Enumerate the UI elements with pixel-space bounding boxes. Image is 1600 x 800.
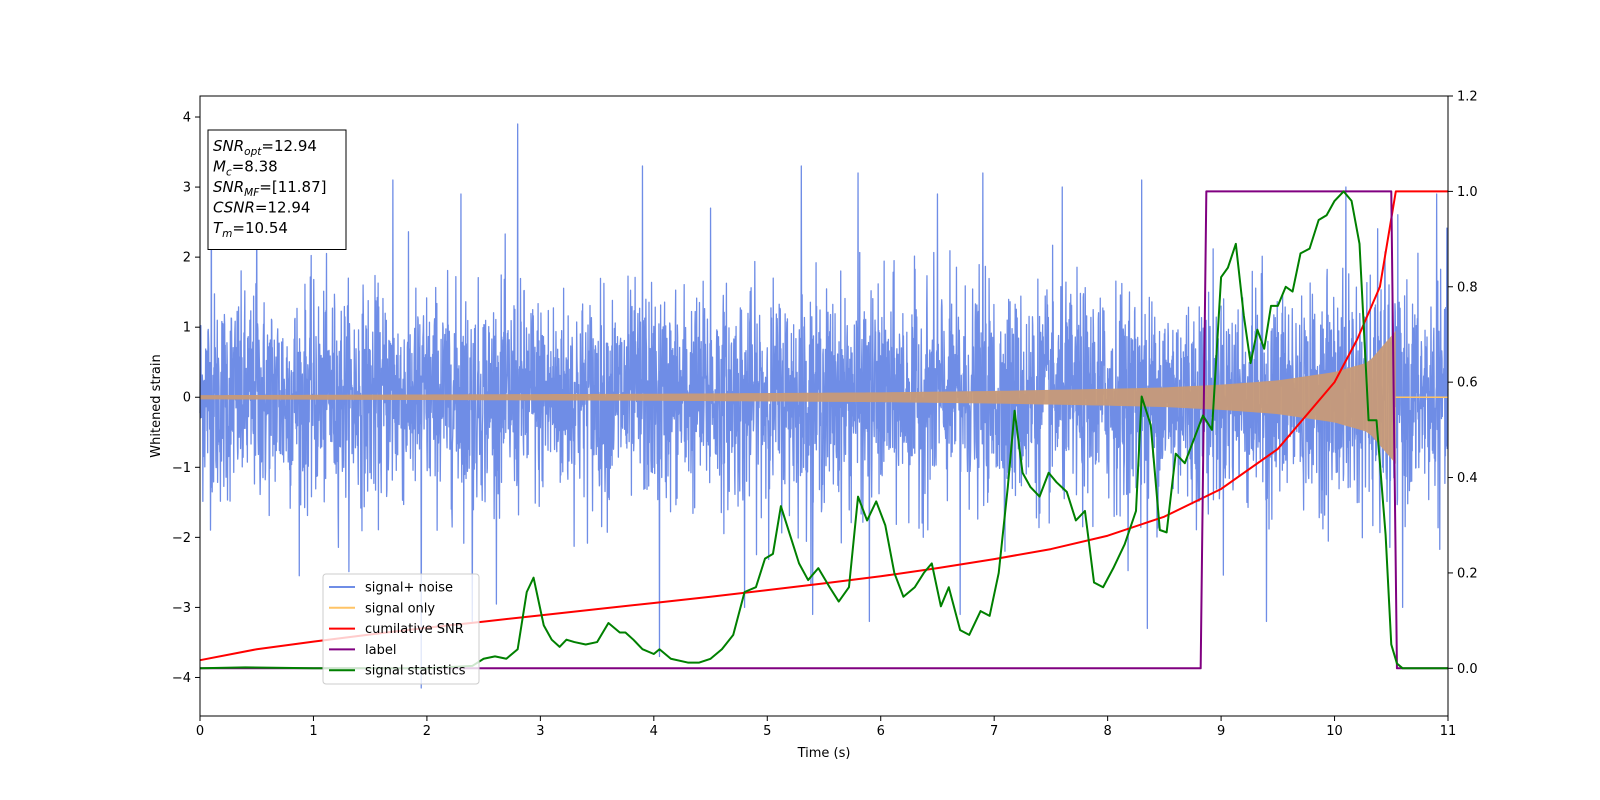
y-tick-label: −1: [172, 461, 191, 476]
x-axis: 0 1 2 3 4 5 6 7 8 9 10 11: [196, 716, 1456, 739]
x-tick-label: 6: [877, 724, 885, 739]
y-tick-label: −3: [172, 601, 191, 616]
y2-tick-label: 0.8: [1457, 280, 1478, 295]
snr-annotation-box: SNRopt=12.94Mc=8.38SNRMF=[11.87]CSNR=12.…: [207, 129, 347, 250]
annotation-line: Tm=10.54: [213, 219, 288, 240]
y2-tick-label: 1.0: [1457, 185, 1478, 200]
legend-label: label: [365, 643, 396, 658]
signal-statistics-line: [199, 190, 1448, 670]
annotation-frame: [207, 129, 347, 250]
y-axis-label: Whitened strain: [149, 354, 164, 457]
annotation-line: Mc=8.38: [213, 158, 278, 179]
plot-frame: [199, 95, 1449, 717]
signal-only-series: [200, 330, 1448, 464]
x-tick-label: 5: [763, 724, 771, 739]
y2-tick-label: 0.0: [1457, 662, 1478, 677]
x-tick-label: 8: [1103, 724, 1111, 739]
y-tick-label: −4: [172, 671, 191, 686]
y-tick-label: 2: [183, 251, 191, 266]
y2-tick-label: 0.2: [1457, 566, 1478, 581]
legend-label: cumilative SNR: [365, 622, 464, 637]
x-tick-label: 11: [1440, 724, 1457, 739]
x-tick-label: 1: [309, 724, 317, 739]
y-tick-label: −2: [172, 531, 191, 546]
annotation-line: CSNR=12.94: [213, 199, 310, 217]
x-axis-label: Time (s): [797, 746, 851, 761]
legend-label: signal only: [365, 601, 435, 616]
y2-tick-label: 0.4: [1457, 471, 1478, 486]
x-tick-label: 0: [196, 724, 204, 739]
x-tick-label: 7: [990, 724, 998, 739]
x-tick-label: 2: [423, 724, 431, 739]
signal-only-band: [200, 330, 1396, 464]
annotation-line: SNRMF=[11.87]: [213, 178, 327, 199]
legend-label: signal statistics: [365, 664, 466, 679]
signal-noise-line: [199, 123, 1449, 689]
x-tick-label: 3: [536, 724, 544, 739]
y-tick-label: 3: [183, 181, 191, 196]
signal-noise-series: [199, 123, 1449, 689]
x-tick-label: 10: [1326, 724, 1343, 739]
legend-frame: [322, 573, 480, 685]
legend-label: signal+ noise: [365, 581, 453, 596]
y2-tick-label: 1.2: [1457, 90, 1478, 105]
x-tick-label: 4: [650, 724, 658, 739]
y-tick-label: 4: [183, 111, 191, 126]
x-tick-label: 9: [1217, 724, 1225, 739]
y-axis-right: 1.2 1.0 0.8 0.6 0.4 0.2 0.0: [1448, 90, 1478, 677]
y2-tick-label: 0.6: [1457, 376, 1478, 391]
legend: signal+ noise signal only cumilative SNR la…: [322, 573, 480, 685]
y-tick-label: 0: [183, 391, 191, 406]
annotation-line: SNRopt=12.94: [213, 137, 317, 158]
y-tick-label: 1: [183, 321, 191, 336]
y-axis-left: 4 3 2 1 0 −1 −2 −3 −4: [172, 111, 200, 686]
